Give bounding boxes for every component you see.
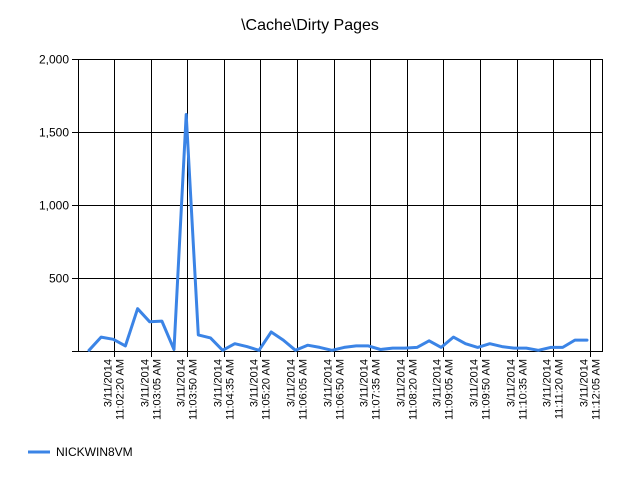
legend-label: NICKWIN8VM: [56, 445, 133, 459]
x-tick-label: 3/11/201411:08:20 AM: [396, 359, 420, 420]
x-tick-label: 3/11/201411:06:05 AM: [286, 359, 310, 420]
legend: NICKWIN8VM: [28, 445, 133, 459]
y-tick-label: 2,000: [39, 53, 69, 67]
x-tick-label: 3/11/201411:09:05 AM: [432, 359, 456, 420]
x-tick-label: 3/11/201411:03:50 AM: [176, 359, 200, 420]
axes: [72, 59, 603, 352]
y-tick-label: 1,000: [39, 199, 69, 213]
x-tick-label: 3/11/201411:12:05 AM: [579, 359, 603, 420]
y-tick-label: 1,500: [39, 126, 69, 140]
x-tick-label: 3/11/201411:03:05 AM: [140, 359, 164, 420]
x-tick-labels: 3/11/201411:02:20 AM 3/11/201411:03:05 AM…: [103, 359, 603, 420]
x-tick-label: 3/11/201411:07:35 AM: [359, 359, 383, 420]
x-tick-label: 3/11/201411:06:50 AM: [323, 359, 347, 420]
x-tick-label: 3/11/201411:05:20 AM: [249, 359, 273, 420]
y-tick-labels: 500 1,000 1,500 2,000: [39, 53, 69, 286]
series-line: [87, 113, 589, 352]
y-tick-label: 500: [49, 272, 69, 286]
x-tick-label: 3/11/201411:04:35 AM: [213, 359, 237, 420]
series: [87, 113, 589, 352]
x-tick-label: 3/11/201411:02:20 AM: [103, 359, 127, 420]
chart-title: \Cache\Dirty Pages: [241, 17, 379, 34]
x-tick-label: 3/11/201411:09:50 AM: [469, 359, 493, 420]
x-tick-label: 3/11/201411:11:20 AM: [542, 359, 566, 419]
grid: [78, 59, 602, 357]
x-tick-label: 3/11/201411:10:35 AM: [506, 359, 530, 420]
